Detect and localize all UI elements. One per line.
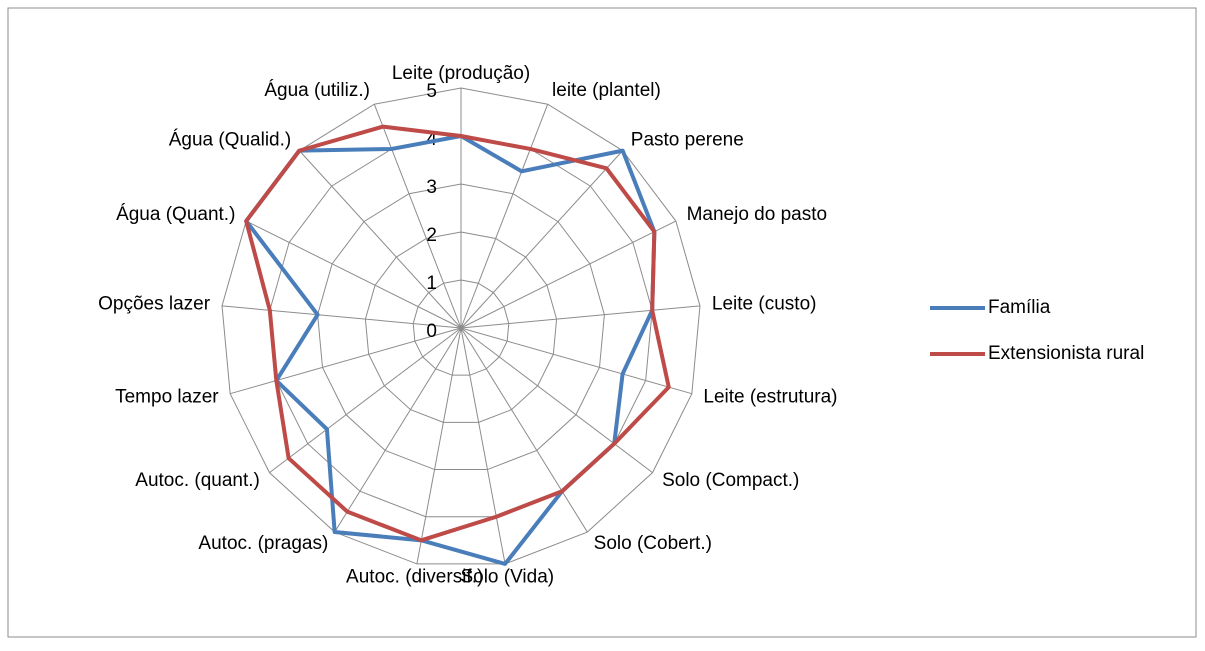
grid-ring [412,279,510,376]
r-tick-label: 5 [426,81,437,102]
grid-ring [317,183,605,471]
category-label: Autoc. (quant.) [135,470,260,491]
category-label: Pasto perene [631,129,744,150]
spoke [460,327,653,474]
category-label: Água (Qualid.) [169,129,292,150]
spoke [334,327,462,533]
spoke [416,327,462,565]
spoke [460,327,506,565]
category-label: Autoc. (diversif.) [346,567,483,588]
chart-frame [7,7,1197,638]
spoke [298,150,462,329]
spoke [460,104,549,329]
spoke [460,327,588,533]
spoke [245,220,462,329]
spoke [373,104,462,329]
legend-label: Família [988,297,1051,318]
spoke [221,305,462,329]
spoke [230,327,462,395]
r-tick-label: 2 [426,225,437,246]
spoke [460,150,624,329]
category-label: Água (Quant.) [116,204,235,225]
category-label: Manejo do pasto [687,204,828,225]
category-label: Leite (estrutura) [703,387,837,408]
spoke [269,327,462,474]
spoke [460,220,677,329]
category-label: Água (utiliz.) [264,80,370,101]
series-line [244,124,671,543]
category-label: Leite (custo) [712,294,817,315]
category-label: Tempo lazer [115,387,219,408]
r-tick-label: 3 [426,177,437,198]
spoke [460,327,692,395]
category-label: Leite (produção) [392,63,530,84]
r-tick-label: 1 [426,273,437,294]
category-label: Solo (Vida) [460,567,554,588]
grid-ring [364,231,558,423]
legend-label: Extensionista rural [988,343,1144,364]
spoke [460,305,701,329]
category-label: Solo (Compact.) [662,470,799,491]
grid-ring [269,135,653,518]
category-label: Autoc. (pragas) [198,533,328,554]
category-label: Solo (Cobert.) [594,533,712,554]
r-tick-label: 0 [426,321,437,342]
category-label: Opções lazer [98,294,211,315]
category-label: leite (plantel) [552,80,661,101]
